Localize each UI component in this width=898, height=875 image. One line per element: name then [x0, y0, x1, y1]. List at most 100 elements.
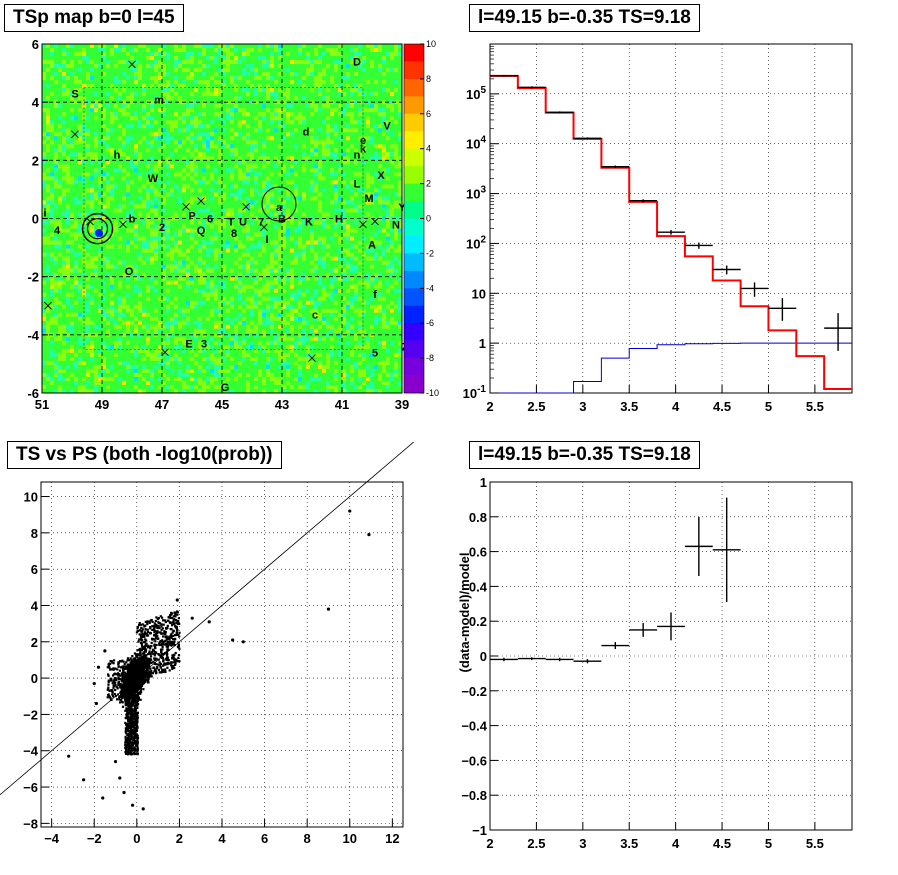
tsmap-cross-2: [182, 203, 190, 211]
residual-title: l=49.15 b=-0.35 TS=9.18: [469, 441, 700, 469]
tsmap-source-label: B: [278, 214, 286, 226]
tsmap-cross-3: [197, 197, 205, 205]
tsmap-source-label: I: [265, 234, 268, 246]
scatter-xtick-label: 8: [304, 831, 311, 846]
spectrum-panel: 2 2.5 3 3.5 4 4.5 5 5.5 10-1 1 10 102 103 104 105 l=49…: [449, 0, 898, 437]
scatter-ytick-label: −2: [23, 707, 38, 722]
tsmap-scale-label: -6: [426, 318, 434, 328]
residual-point-7: [684, 516, 713, 576]
tsmap-hotspot: [95, 229, 103, 238]
spectrum-ytick-label: 104: [466, 135, 486, 152]
spectrum-data-point-11: [824, 313, 852, 351]
tsmap-source-label: i: [43, 208, 46, 220]
spectrum-grid: [489, 44, 852, 393]
tsmap-source-label: 4: [54, 225, 61, 237]
tsmap-ytick-label: 2: [32, 153, 39, 168]
scatter-outlier-point: [118, 776, 122, 780]
tsmap-source-label: c: [312, 309, 318, 321]
tsmap-panel: SmDdVeknhWXLMYiP6aBTU7KHN42Q8IbOAfcE35ZG…: [0, 0, 449, 437]
scatter-ytick-label: 0: [31, 671, 38, 686]
tsmap-source-label: m: [154, 94, 164, 106]
tsmap-xtick-label: 47: [155, 397, 169, 412]
tsmap-source-label: 8: [231, 228, 237, 240]
tsmap-source-label: N: [392, 219, 400, 231]
tsmap-source-label: k: [360, 144, 367, 156]
tsmap-source-label: S: [71, 88, 78, 100]
tsmap-source-label: L: [354, 179, 361, 191]
residual-xtick-label: 2: [486, 836, 493, 851]
tsmap-xtick-label: 39: [395, 397, 409, 412]
tsmap-cross-12: [119, 220, 127, 229]
tsmap-scale-label: -10: [426, 388, 439, 398]
tsmap-xtick-label: 41: [335, 397, 349, 412]
tsmap-source-label: G: [221, 382, 230, 394]
residual-grid: [489, 481, 852, 831]
tsmap-source-label: E: [185, 339, 192, 351]
spectrum-xtick-label: 3: [579, 399, 586, 414]
scatter-reference-line: [0, 441, 414, 796]
tsmap-source-label: n: [354, 150, 361, 162]
tsmap-roi: [83, 87, 364, 350]
spectrum-data-point-8: [712, 265, 741, 275]
scatter-title: TS vs PS (both -log10(prob)): [7, 441, 282, 469]
tsmap-source-label: f: [373, 289, 377, 301]
spectrum-data-point-4: [601, 165, 630, 169]
scatter-outlier-point: [103, 649, 107, 653]
tsmap-source-label: O: [125, 266, 134, 278]
residual-ytick-label: 0.6: [469, 545, 487, 560]
tsmap-scale-label: 10: [426, 39, 436, 49]
scatter-xtick-label: 10: [343, 831, 357, 846]
residual-ytick-label: 0.2: [469, 614, 487, 629]
scatter-ytick-label: −6: [23, 780, 38, 795]
residual-ytick-label: −1: [472, 823, 487, 838]
tsmap-circle-inner: [86, 218, 109, 240]
scatter-xtick-label: 12: [385, 831, 399, 846]
spectrum-data-point-5: [629, 199, 658, 203]
tsmap-color-scale: [404, 44, 424, 394]
scatter-outlier-point: [67, 754, 71, 758]
scatter-outlier-point: [190, 616, 194, 620]
tsmap-cross-4: [242, 203, 250, 211]
tsmap-source-label: W: [148, 173, 159, 185]
scatter-outlier-point: [113, 760, 118, 764]
spectrum-background-hist: [490, 342, 852, 394]
tsmap-source-label: b: [129, 214, 136, 226]
spectrum-xtick-label: 2.5: [527, 399, 545, 414]
scatter-outlier-point: [207, 620, 211, 624]
residual-point-5: [629, 622, 658, 637]
tsmap-source-label: M: [364, 193, 373, 205]
tsmap-scale-label: -8: [426, 353, 434, 363]
scatter-xtick-label: 6: [261, 831, 268, 846]
tsmap-grid: [42, 44, 402, 393]
residual-point-8: [712, 497, 741, 603]
residual-xtick-label: 3: [579, 836, 586, 851]
spectrum-ytick-label: 10-1: [463, 384, 487, 401]
scatter-xtick-label: 4: [218, 831, 226, 846]
scatter-panel: −4 −2 0 2 4 6 8 10 12 −8 −6 −4 −2 0 2 4 6 8 10 TS vs PS (b…: [0, 437, 449, 875]
tsmap-circle-a: [261, 186, 297, 222]
tsmap-cross-7: [371, 217, 379, 226]
scatter-outlier-point: [231, 638, 235, 642]
tsmap-source-label: a: [276, 202, 283, 214]
tsmap-xtick-label: 51: [35, 397, 49, 412]
tsmap-source-label: U: [239, 216, 247, 228]
tsmap-ytick-label: 6: [32, 37, 39, 52]
residual-xtick-label: 3.5: [620, 836, 638, 851]
residual-ytick-label: −0.4: [461, 719, 487, 734]
residual-panel: 2 2.5 3 3.5 4 4.5 5 5.5 1 0.8 0.6 0.4 0.2 0 −0.2 −0.4 −0…: [449, 437, 898, 875]
tsmap-scale-label: 8: [426, 74, 431, 84]
scatter-ytick-label: −4: [23, 744, 39, 759]
residual-ytick-label: −0.6: [461, 753, 487, 768]
spectrum-data-point-3: [573, 137, 602, 140]
scatter-outlier-point: [367, 533, 371, 537]
tsmap-source-label: X: [377, 170, 385, 182]
tsmap-source-label: H: [335, 214, 343, 226]
residual-xtick-label: 5: [765, 836, 772, 851]
spectrum-xtick-label: 2: [486, 399, 493, 414]
tsmap-scale-label: 6: [426, 109, 431, 119]
spectrum-ytick-label: 103: [466, 185, 486, 202]
scatter-ytick-label: −8: [23, 816, 38, 831]
residual-ylabel: (data-model)/model: [457, 553, 472, 673]
residual-point-4: [601, 642, 630, 650]
spectrum-ytick-label: 102: [466, 234, 486, 251]
